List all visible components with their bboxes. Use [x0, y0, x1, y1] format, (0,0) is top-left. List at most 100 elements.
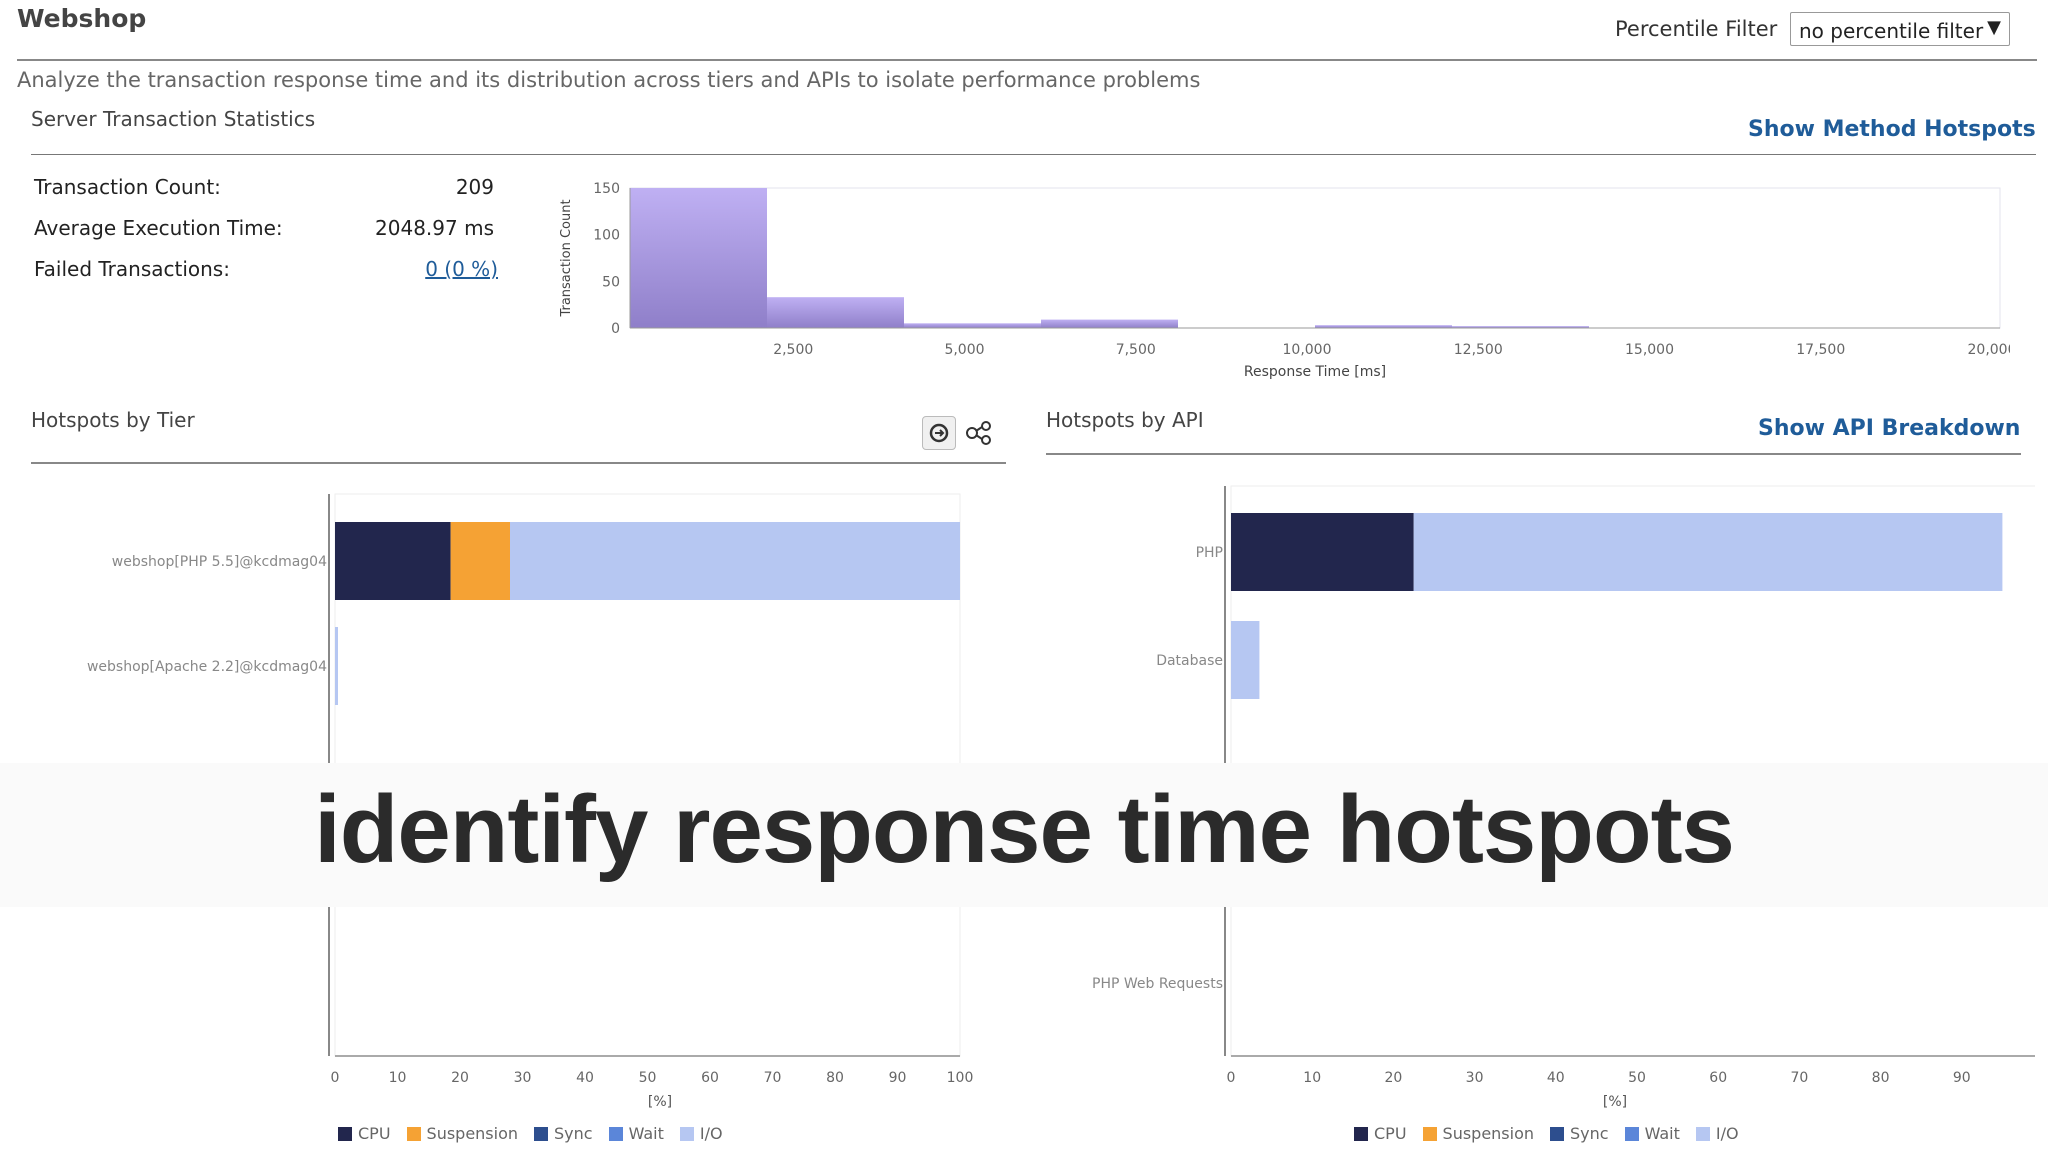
legend-label: Wait: [1644, 1124, 1680, 1143]
x-tick: 70: [1790, 1070, 1808, 1086]
response-time-histogram: 150 100 50 0 2,500 5,000 7,500 10,000 12,500 15,0…: [559, 181, 2011, 380]
bar-segment-cpu: [335, 522, 451, 600]
histogram-y-tick: 150: [593, 181, 620, 197]
x-tick: 20: [1384, 1070, 1402, 1086]
legend-label: Suspension: [426, 1124, 519, 1143]
percentile-filter-value: no percentile filter: [1799, 19, 1984, 43]
legend-swatch: [1422, 1126, 1437, 1141]
histogram-x-label: Response Time [ms]: [1244, 364, 1386, 380]
stats-section-title: Server Transaction Statistics: [31, 107, 316, 131]
histogram-bar: [904, 323, 1041, 328]
legend-label: I/O: [699, 1124, 723, 1143]
histogram-y-tick: 50: [602, 274, 620, 290]
bar-segment-io: [335, 627, 338, 705]
histogram-bar: [630, 188, 767, 328]
histogram-x-tick: 7,500: [1116, 342, 1156, 358]
legend-label: Sync: [1570, 1124, 1609, 1143]
api-legend: CPU Suspension Sync Wait I/O: [1354, 1124, 1749, 1143]
bar-segment-io: [510, 522, 960, 600]
x-tick: 10: [389, 1070, 407, 1086]
x-tick: 90: [1953, 1070, 1971, 1086]
tier-divider: [31, 462, 1006, 464]
legend-label: I/O: [1715, 1124, 1739, 1143]
histogram-y-label: Transaction Count: [559, 199, 574, 317]
x-axis-label: [%]: [648, 1094, 672, 1110]
histogram-x-tick: 15,000: [1625, 342, 1674, 358]
histogram-bar: [1315, 325, 1452, 328]
x-tick: 30: [514, 1070, 532, 1086]
histogram-x-tick: 2,500: [773, 342, 813, 358]
failed-transactions-link[interactable]: 0 (0 %): [425, 257, 498, 281]
x-tick: 30: [1466, 1070, 1484, 1086]
percentile-filter-label: Percentile Filter: [1615, 17, 1778, 41]
tier-flow-button[interactable]: [962, 416, 996, 450]
caption-overlay: [0, 763, 2048, 907]
histogram-x-tick: 10,000: [1283, 342, 1332, 358]
bar-segment-io: [1413, 513, 2003, 591]
histogram-y-tick: 100: [593, 228, 620, 244]
legend-swatch: [1624, 1126, 1639, 1141]
x-tick: 20: [451, 1070, 469, 1086]
drilldown-icon: [929, 423, 949, 443]
avg-execution-time-value: 2048.97 ms: [375, 216, 494, 240]
category-label: PHP: [1196, 545, 1223, 561]
x-tick: 80: [826, 1070, 844, 1086]
avg-execution-time-label: Average Execution Time:: [34, 216, 283, 240]
transaction-flow-icon: [966, 421, 991, 445]
legend-label: CPU: [1374, 1124, 1407, 1143]
bar-segment-cpu: [1231, 513, 1414, 591]
failed-transactions-label: Failed Transactions:: [34, 257, 230, 281]
stats-divider: [31, 154, 2036, 155]
dropdown-arrow-icon: ▼: [1987, 17, 2001, 38]
header-divider: [17, 59, 2037, 61]
x-tick: 10: [1303, 1070, 1321, 1086]
legend-label: CPU: [358, 1124, 391, 1143]
histogram-x-tick: 5,000: [944, 342, 984, 358]
show-api-breakdown-link[interactable]: Show API Breakdown: [1758, 416, 2021, 441]
x-tick: 60: [701, 1070, 719, 1086]
transaction-count-value: 209: [455, 175, 494, 199]
legend-swatch: [406, 1126, 421, 1141]
x-tick: 40: [1547, 1070, 1565, 1086]
histogram-x-tick: 12,500: [1454, 342, 1503, 358]
percentile-filter-select[interactable]: no percentile filter ▼: [1790, 12, 2010, 46]
legend-swatch: [1550, 1126, 1565, 1141]
page-description: Analyze the transaction response time an…: [17, 68, 1201, 92]
x-tick: 50: [639, 1070, 657, 1086]
x-tick: 0: [331, 1070, 340, 1086]
bar-segment-suspension: [450, 522, 510, 600]
x-tick: 60: [1709, 1070, 1727, 1086]
x-tick: 100: [947, 1070, 974, 1086]
x-tick: 80: [1872, 1070, 1890, 1086]
histogram-bar: [1452, 326, 1589, 328]
x-tick: 0: [1227, 1070, 1236, 1086]
legend-label: Wait: [628, 1124, 664, 1143]
legend-swatch: [1354, 1126, 1368, 1141]
legend-label: Sync: [554, 1124, 593, 1143]
histogram-y-tick: 0: [611, 321, 620, 337]
category-label: webshop[PHP 5.5]@kcdmag04: [112, 554, 327, 570]
transaction-count-label: Transaction Count:: [34, 175, 221, 199]
legend-swatch: [608, 1126, 623, 1141]
tier-drilldown-button[interactable]: [922, 416, 956, 450]
x-tick: 90: [889, 1070, 907, 1086]
bar-segment-io: [1231, 621, 1260, 699]
category-label: webshop[Apache 2.2]@kcdmag04: [87, 659, 327, 675]
x-axis-label: [%]: [1603, 1094, 1627, 1110]
caption-text: identify response time hotspots: [314, 776, 1735, 883]
histogram-bar: [1041, 319, 1178, 328]
api-divider: [1046, 453, 2021, 455]
category-label: PHP Web Requests: [1092, 976, 1223, 992]
legend-swatch: [534, 1126, 549, 1141]
x-tick: 50: [1628, 1070, 1646, 1086]
tier-section-title: Hotspots by Tier: [31, 408, 195, 432]
histogram-x-tick: 20,000: [1968, 342, 2011, 358]
show-method-hotspots-link[interactable]: Show Method Hotspots: [1748, 117, 2036, 142]
legend-label: Suspension: [1442, 1124, 1535, 1143]
histogram-bar: [767, 297, 904, 328]
legend-swatch: [1695, 1126, 1710, 1141]
category-label: Database: [1156, 653, 1223, 669]
api-section-title: Hotspots by API: [1046, 408, 1204, 432]
legend-swatch: [679, 1126, 694, 1141]
x-tick: 40: [576, 1070, 594, 1086]
